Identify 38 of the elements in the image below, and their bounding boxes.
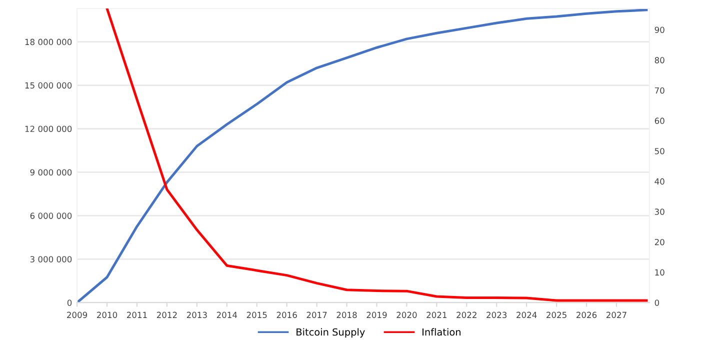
x-tick-label: 2009 — [67, 312, 88, 318]
y2-tick-label: 90 — [654, 26, 664, 34]
y-tick-label: 15 000 000 — [25, 82, 72, 89]
y2-tick-label: 50 — [654, 148, 664, 154]
x-tick-label: 2013 — [186, 312, 207, 318]
y-tick-label: 6 000 000 — [30, 212, 72, 219]
x-tick-label: 2023 — [486, 312, 507, 318]
x-tick-label: 2012 — [156, 312, 177, 318]
y2-tick-label: 60 — [654, 118, 664, 124]
y2-tick-label: 20 — [654, 238, 664, 246]
x-tick-label: 2022 — [456, 312, 476, 318]
y2-tick-label: 70 — [654, 87, 664, 94]
x-tick-label: 2019 — [366, 312, 387, 318]
x-tick-label: 2026 — [576, 312, 597, 318]
legend-label: Bitcoin Supply — [296, 328, 365, 338]
y2-tick-label: 10 — [655, 269, 664, 276]
y-tick-label: 3 000 000 — [30, 256, 72, 262]
y2-tick-label: 0 — [654, 300, 660, 306]
x-tick-label: 2015 — [246, 312, 267, 318]
x-tick-label: 2025 — [546, 312, 566, 318]
x-tick-label: 2016 — [276, 312, 297, 318]
x-tick-label: 2010 — [97, 312, 118, 318]
x-tick-label: 2021 — [426, 312, 446, 318]
y2-tick-label: 40 — [654, 178, 664, 185]
y-tick-label: 0 — [67, 300, 72, 306]
y-tick-label: 12 000 000 — [25, 126, 72, 132]
x-tick-label: 2018 — [336, 312, 357, 318]
x-tick-label: 2014 — [216, 312, 238, 318]
x-tick-label: 2011 — [126, 312, 147, 318]
x-tick-label: 2017 — [306, 312, 327, 318]
y-tick-label: 9 000 000 — [30, 169, 72, 176]
x-tick-label: 2027 — [606, 312, 626, 318]
y-tick-label: 18 000 000 — [25, 38, 72, 46]
legend-label: Inflation — [422, 328, 460, 336]
x-tick-label: 2020 — [396, 312, 417, 318]
y2-tick-label: 30 — [654, 208, 664, 215]
x-tick-label: 2024 — [516, 312, 537, 318]
y2-tick-label: 80 — [654, 57, 664, 64]
